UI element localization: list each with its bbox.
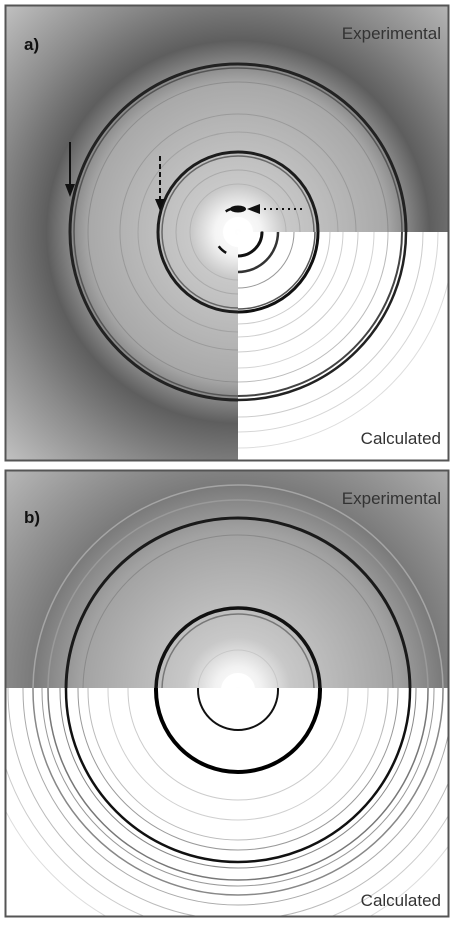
panel-a: a) Experimental Calculated xyxy=(6,6,454,461)
calculated-label: Calculated xyxy=(361,891,441,910)
figure: a) Experimental Calculated b) Experiment… xyxy=(0,0,454,922)
experimental-label: Experimental xyxy=(342,24,441,43)
calculated-background xyxy=(6,688,448,916)
calculated-label: Calculated xyxy=(361,429,441,448)
panel-label: b) xyxy=(24,508,40,527)
panel-label: a) xyxy=(24,35,39,54)
reflection-spot xyxy=(230,206,246,213)
panel-b: b) Experimental Calculated xyxy=(0,428,454,922)
calculated-background xyxy=(238,232,448,460)
page: {"panels": [ {"label": "a)", "top_label"… xyxy=(0,0,454,922)
experimental-label: Experimental xyxy=(342,489,441,508)
